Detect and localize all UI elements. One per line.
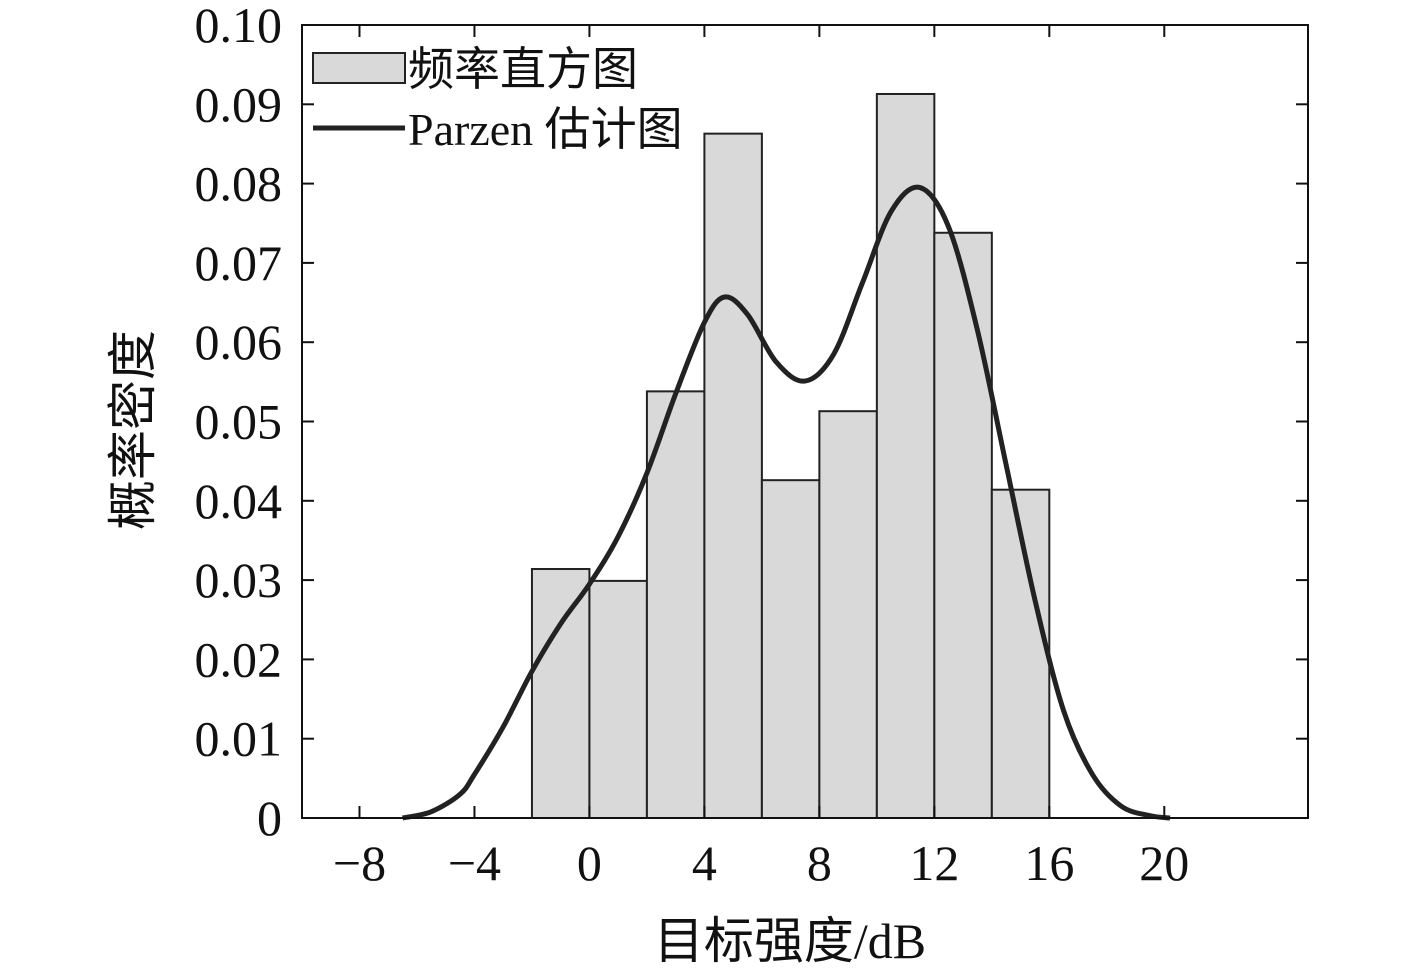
- y-tick-label: 0.04: [195, 473, 283, 529]
- y-tick-label: 0.07: [195, 235, 283, 291]
- y-axis-label: 概率密度: [105, 330, 161, 530]
- legend-histogram-swatch: [312, 52, 406, 84]
- x-tick-label: 16: [1024, 835, 1074, 891]
- y-tick-label: 0.05: [195, 394, 283, 450]
- x-tick-label: 4: [692, 835, 717, 891]
- y-tick-label: 0.06: [195, 314, 283, 370]
- histogram-bar: [588, 579, 648, 819]
- y-tick-label: 0: [257, 790, 282, 846]
- histogram-bar: [818, 410, 878, 819]
- parzen-curve: [402, 184, 1171, 821]
- histogram-bar: [933, 231, 993, 820]
- x-tick-label: 0: [577, 835, 602, 891]
- y-tick-label: 0.02: [195, 631, 283, 687]
- histogram-bar: [703, 132, 763, 820]
- histogram-bar: [530, 567, 591, 819]
- y-tick-label: 0.01: [195, 711, 283, 767]
- x-tick-label: 8: [807, 835, 832, 891]
- x-tick-label: −4: [448, 835, 501, 891]
- histogram-bar: [760, 479, 821, 819]
- x-tick-label: 12: [909, 835, 959, 891]
- legend-curve-label: Parzen 估计图: [408, 104, 683, 155]
- legend-histogram-label: 频率直方图: [408, 44, 638, 95]
- histogram-bar: [645, 390, 706, 819]
- axis-ticks: [302, 24, 1308, 819]
- histogram-bars: [530, 92, 1051, 820]
- y-tick-label: 0.10: [195, 0, 283, 53]
- x-tick-labels: −8 −4 0 4 8 12 16 20: [333, 835, 1189, 891]
- y-tick-label: 0.08: [195, 156, 283, 212]
- x-tick-label: −8: [333, 835, 386, 891]
- y-tick-label: 0.09: [195, 76, 283, 132]
- x-tick-label: 20: [1139, 835, 1189, 891]
- legend: 频率直方图 Parzen 估计图: [312, 44, 683, 155]
- y-tick-label: 0.03: [195, 552, 283, 608]
- histogram-bar: [875, 92, 936, 819]
- y-tick-labels: 0 0.01 0.02 0.03 0.04 0.05 0.06 0.07 0.08 0.09 0.1…: [195, 0, 283, 846]
- x-axis-label: 目标强度/dB: [654, 913, 926, 969]
